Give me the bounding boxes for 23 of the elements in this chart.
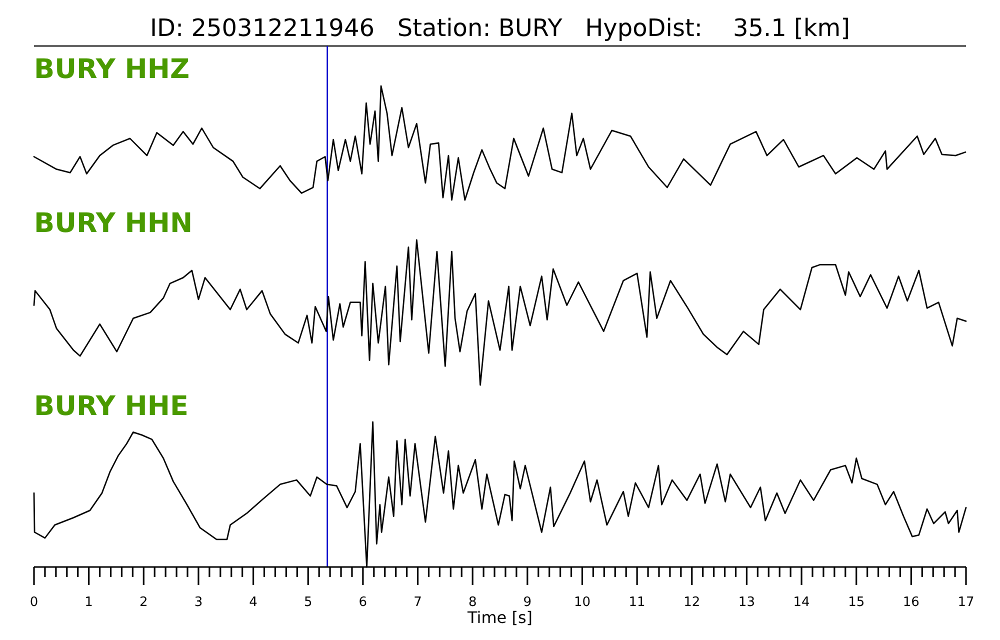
x-tick-label: 7 [414, 595, 422, 610]
x-tick-label: 12 [684, 595, 700, 610]
x-tick-label: 6 [358, 595, 368, 610]
x-tick-label: 10 [574, 595, 591, 610]
x-tick-label: 3 [194, 595, 203, 610]
x-tick-label: 1 [84, 595, 93, 610]
x-axis-title: Time [s] [466, 608, 533, 627]
x-tick-label: 0 [30, 595, 38, 610]
x-tick-label: 14 [793, 595, 810, 610]
x-tick-label: 8 [468, 595, 477, 610]
x-tick-label: 13 [738, 595, 755, 610]
x-tick-label: 17 [958, 595, 974, 610]
x-tick-label: 11 [628, 595, 646, 610]
chart-title: ID: 250312211946 Station: BURY HypoDist: 35.1 [km] [150, 14, 850, 42]
chart-subtitle: BURY HHZ [34, 54, 190, 85]
x-tick-label: 5 [304, 595, 312, 610]
x-tick-label: 16 [902, 595, 920, 610]
x-tick-label: 2 [140, 595, 148, 610]
x-tick-label: 4 [249, 595, 258, 610]
chart-subtitle: BURY HHE [34, 391, 188, 422]
x-tick-label: 9 [523, 595, 532, 610]
chart-subtitle: BURY HHN [34, 208, 193, 239]
x-tick-label: 15 [848, 595, 865, 610]
